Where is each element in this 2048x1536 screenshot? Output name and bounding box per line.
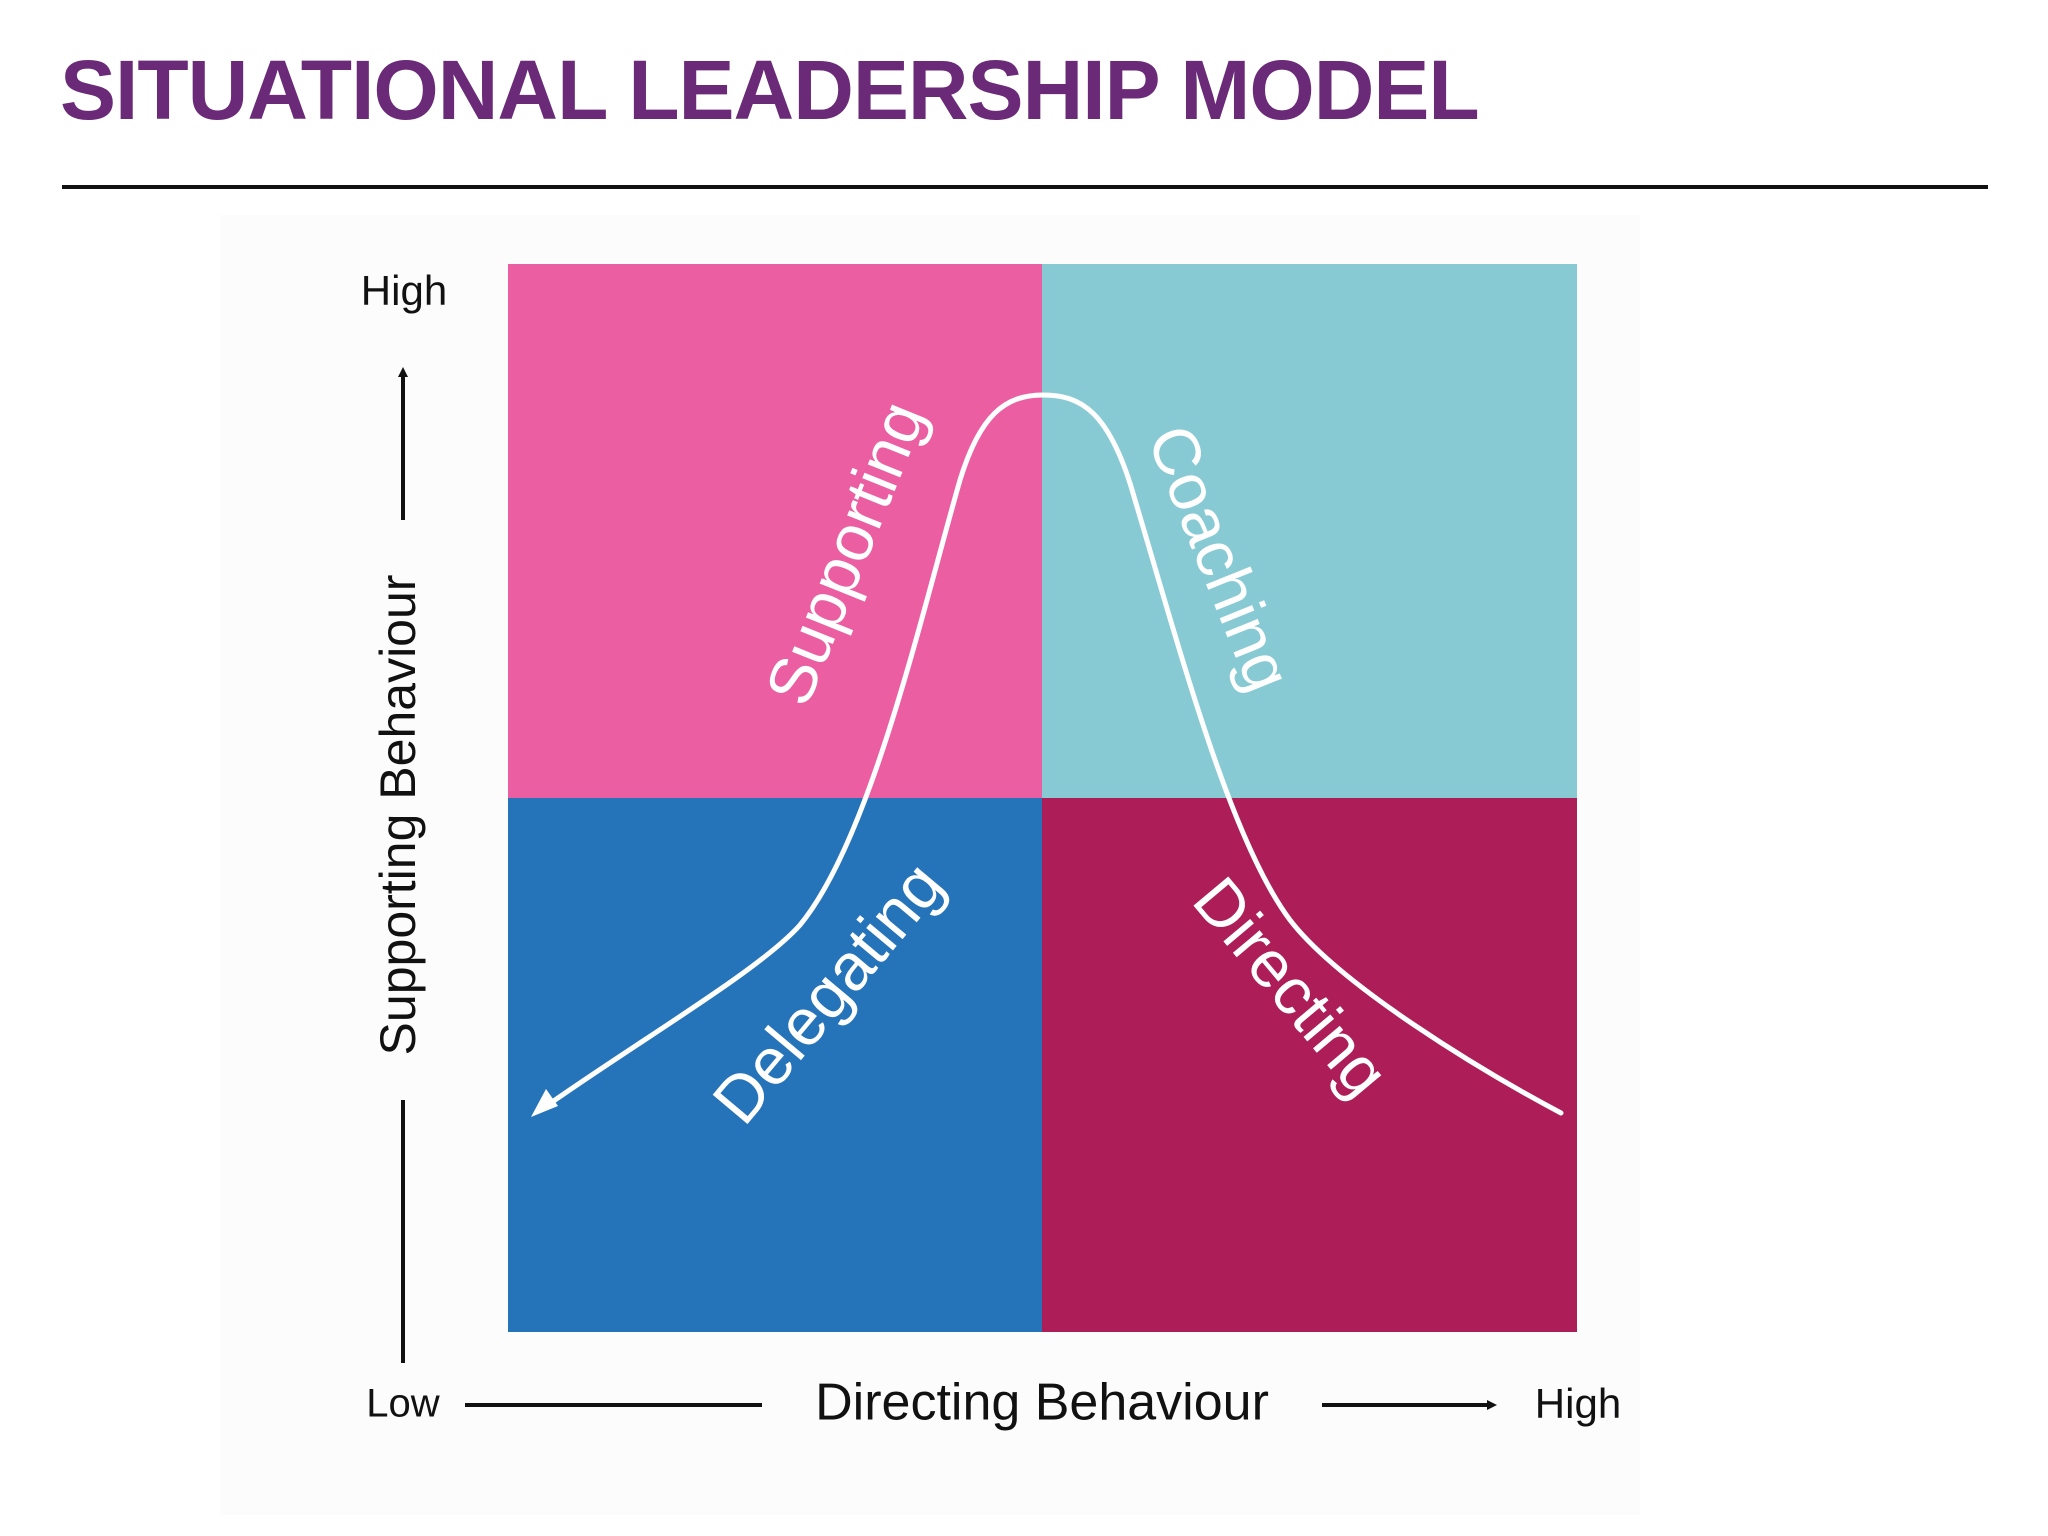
page-title: SITUATIONAL LEADERSHIP MODEL xyxy=(60,43,1480,137)
leadership-curve xyxy=(542,392,1564,1116)
x-axis-high-label: High xyxy=(1535,1380,1621,1427)
x-axis-label: Directing Behaviour xyxy=(815,1374,1269,1432)
title-divider xyxy=(62,185,1988,189)
quadrant-supporting xyxy=(508,264,1042,798)
y-axis-label: Supporting Behaviour xyxy=(370,575,426,1056)
quadrant-directing xyxy=(1042,798,1577,1332)
y-axis-high-label: High xyxy=(361,267,447,314)
x-axis-low-label: Low xyxy=(366,1382,439,1426)
quadrant-delegating xyxy=(508,798,1042,1332)
curve-arrowhead xyxy=(531,1089,558,1117)
quadrant-coaching xyxy=(1042,264,1577,798)
